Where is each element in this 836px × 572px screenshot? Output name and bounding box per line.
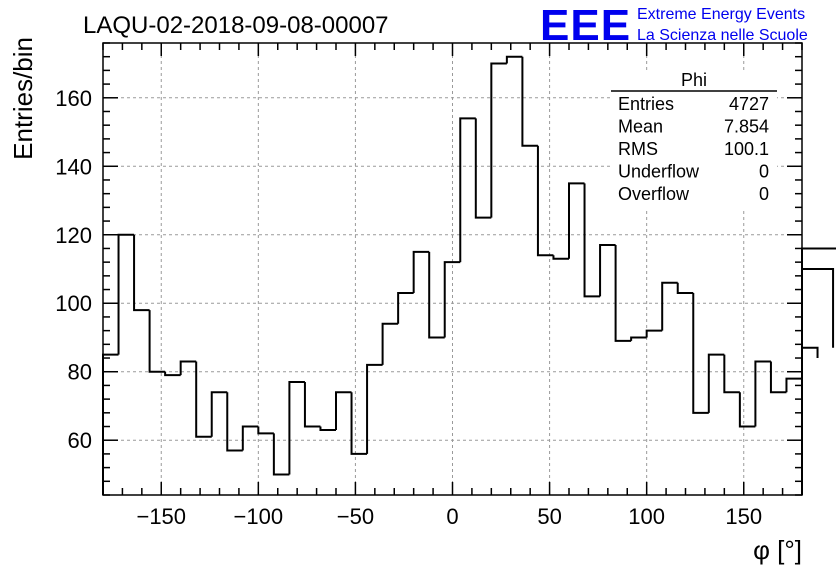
histogram-bin bbox=[521, 56, 538, 147]
y-tick-label: 60 bbox=[68, 428, 92, 453]
y-tick-label: 140 bbox=[55, 154, 92, 179]
histogram-bin bbox=[474, 118, 492, 219]
y-tick-label: 100 bbox=[55, 291, 92, 316]
histogram-series bbox=[102, 55, 836, 495]
histogram-bin bbox=[272, 433, 290, 476]
y-tick-label: 160 bbox=[55, 86, 92, 111]
histogram-bin bbox=[164, 371, 181, 377]
stats-label: Overflow bbox=[618, 184, 690, 204]
histogram-bin bbox=[630, 336, 647, 341]
histogram-bin bbox=[802, 268, 835, 348]
x-tick-label: 150 bbox=[725, 504, 762, 529]
histogram-bin bbox=[148, 310, 166, 373]
stats-label: Underflow bbox=[618, 162, 700, 182]
histogram-bin bbox=[397, 291, 414, 324]
histogram-bin bbox=[707, 353, 725, 413]
y-axis-title: Entries/bin bbox=[8, 37, 38, 160]
histogram-bin bbox=[350, 392, 368, 455]
histogram-bin bbox=[738, 392, 756, 428]
stats-value: 7.854 bbox=[724, 117, 769, 137]
histogram-bin bbox=[552, 255, 569, 260]
histogram-bin bbox=[723, 354, 740, 394]
histogram-bin bbox=[754, 360, 771, 427]
histogram-bin bbox=[366, 363, 383, 454]
histogram-bin bbox=[381, 322, 399, 365]
histogram-bin bbox=[676, 282, 694, 294]
stats-label: RMS bbox=[618, 139, 658, 159]
histogram-bin bbox=[179, 360, 197, 376]
stats-value: 4727 bbox=[729, 94, 769, 114]
stats-value: 0 bbox=[759, 184, 769, 204]
x-tick-label: −50 bbox=[337, 504, 374, 529]
chart-title: LAQU-02-2018-09-08-00007 bbox=[83, 12, 389, 39]
histogram-bin bbox=[303, 382, 321, 428]
histogram-bin bbox=[319, 426, 336, 431]
histogram-bin bbox=[428, 251, 445, 339]
stats-title: Phi bbox=[681, 70, 707, 90]
x-axis-title: φ [°] bbox=[753, 535, 802, 565]
histogram-bin bbox=[536, 145, 554, 257]
histogram-bin bbox=[412, 250, 430, 293]
histogram-bin bbox=[785, 377, 802, 393]
y-tick-label: 120 bbox=[55, 223, 92, 248]
histogram-bin bbox=[241, 425, 259, 451]
eee-logo: EEE Extreme Energy Events La Scienza nel… bbox=[540, 1, 808, 50]
histogram-bin bbox=[195, 361, 212, 438]
stats-value: 100.1 bbox=[724, 139, 769, 159]
histogram-bin bbox=[257, 426, 274, 435]
x-tick-labels: −150 −100 −50 0 50 100 150 bbox=[136, 504, 762, 529]
histogram-bin bbox=[226, 392, 243, 452]
histogram-bin bbox=[210, 391, 228, 437]
histogram-bin bbox=[583, 183, 601, 298]
y-tick-label: 80 bbox=[68, 360, 92, 385]
histogram-bin bbox=[599, 244, 616, 297]
histogram-bin bbox=[568, 182, 585, 259]
stats-box: Phi Entries 4727 Mean 7.854 RMS 100.1 Underflo… bbox=[611, 70, 777, 211]
histogram-bin bbox=[692, 292, 709, 414]
histogram-bin bbox=[802, 346, 819, 359]
x-tick-label: −150 bbox=[136, 504, 186, 529]
histogram-bin bbox=[443, 261, 461, 338]
histogram-bin bbox=[614, 245, 632, 342]
histogram-bin bbox=[288, 381, 305, 475]
logo-line-2: La Scienza nelle Scuole bbox=[637, 27, 808, 44]
x-tick-label: 100 bbox=[628, 504, 665, 529]
stats-value: 0 bbox=[759, 162, 769, 182]
histogram-bin bbox=[645, 329, 663, 338]
histogram-bin bbox=[459, 117, 476, 263]
stats-label: Entries bbox=[618, 94, 674, 114]
histogram-bin bbox=[505, 55, 523, 64]
y-tick-labels: 60 80 100 120 140 160 bbox=[55, 86, 92, 453]
histogram-bin bbox=[661, 281, 678, 331]
histogram-bin bbox=[490, 62, 507, 218]
x-tick-label: 50 bbox=[537, 504, 561, 529]
axis-ticks bbox=[102, 42, 803, 496]
stats-label: Mean bbox=[618, 117, 663, 137]
stats-rows: Entries 4727 Mean 7.854 RMS 100.1 Underflow 0 Ov… bbox=[618, 94, 769, 204]
histogram-bin bbox=[769, 361, 787, 394]
histogram-bin bbox=[117, 233, 135, 355]
eee-logo-mark: EEE bbox=[540, 1, 631, 50]
x-tick-label: 0 bbox=[446, 504, 458, 529]
x-tick-label: −100 bbox=[234, 504, 284, 529]
histogram-bin bbox=[133, 234, 150, 312]
logo-line-1: Extreme Energy Events bbox=[637, 6, 805, 23]
histogram-bin bbox=[335, 391, 352, 430]
